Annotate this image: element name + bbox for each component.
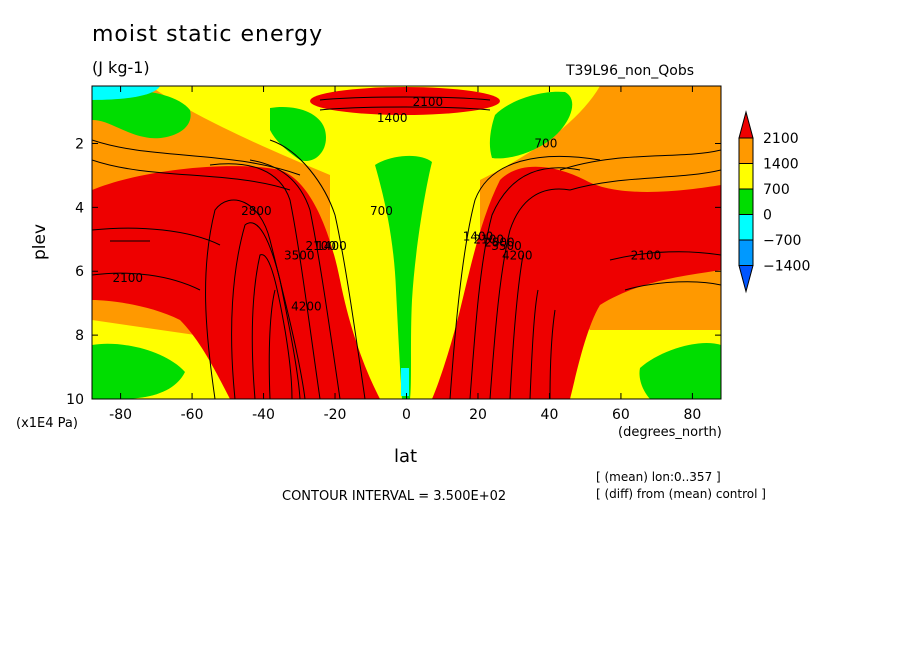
x-tick-label: 20 <box>469 407 487 423</box>
y-tick-label: 4 <box>75 200 84 216</box>
colorbar-swatch <box>738 188 754 215</box>
colorbar-label: 2100 <box>763 131 799 147</box>
contour-label: 2100 <box>631 248 662 262</box>
x-tick-label: 0 <box>402 407 411 423</box>
contour-label: 1400 <box>377 111 408 125</box>
contour-label: 4200 <box>502 248 533 262</box>
run-name: T39L96_non_Qobs <box>566 63 695 79</box>
colorbar: 2100 1400 700 0 −700 −1400 <box>738 110 810 294</box>
colorbar-max-arrow <box>738 110 754 139</box>
x-tick-label: 80 <box>683 407 701 423</box>
colorbar-swatch <box>738 163 754 190</box>
x-tick-label: -20 <box>324 407 347 423</box>
colorbar-label: 700 <box>763 182 790 198</box>
contour-label: 700 <box>370 204 393 218</box>
contour-label: 2800 <box>484 236 515 250</box>
x-tick-label: 60 <box>612 407 630 423</box>
colorbar-label: 0 <box>763 208 772 224</box>
contour-label: 2800 <box>241 204 272 218</box>
y-axis-units: (x1E4 Pa) <box>16 416 78 431</box>
x-axis-label: lat <box>394 446 418 467</box>
colorbar-label: 1400 <box>763 157 799 173</box>
contour-label: 1400 <box>463 229 494 243</box>
y-tick-label: 6 <box>75 264 84 280</box>
x-axis-units: (degrees_north) <box>618 425 722 440</box>
contour-label: 1400 <box>316 239 347 253</box>
chart-title: moist static energy <box>92 22 324 47</box>
contour-fill <box>92 86 721 399</box>
x-tick-label: -40 <box>252 407 275 423</box>
contour-interval: CONTOUR INTERVAL = 3.500E+02 <box>282 489 507 504</box>
y-tick-label: 8 <box>75 328 84 344</box>
x-tick-label: -60 <box>181 407 204 423</box>
colorbar-swatch <box>738 137 754 164</box>
contour-label: 700 <box>534 137 557 151</box>
contour-labels: 2100140070070028001400210035004200140021… <box>112 95 662 314</box>
contour-label: 2100 <box>112 271 143 285</box>
contour-label: 3500 <box>284 248 315 262</box>
contour-label: 2100 <box>305 239 336 253</box>
contour-label: 3500 <box>491 239 522 253</box>
colorbar-min-arrow <box>738 265 754 294</box>
y-axis: 2 4 6 8 10 <box>66 136 721 408</box>
y-tick-label: 2 <box>75 136 84 152</box>
colorbar-label: −1400 <box>763 259 810 275</box>
mean-note: [ (mean) lon:0..357 ] <box>596 470 721 484</box>
colorbar-label: −700 <box>763 233 801 249</box>
contour-label: 4200 <box>291 300 322 314</box>
contour-label: 2100 <box>473 233 504 247</box>
y-tick-label: 10 <box>66 392 84 408</box>
colorbar-swatch <box>738 239 754 266</box>
x-axis: -80 -60 -40 -20 0 20 40 60 80 <box>109 86 701 423</box>
colorbar-swatch <box>738 214 754 241</box>
diff-note: [ (diff) from (mean) control ] <box>596 487 766 501</box>
x-tick-label: -80 <box>109 407 132 423</box>
chart-units: (J kg-1) <box>92 58 150 77</box>
contour-label: 2100 <box>413 95 444 109</box>
x-tick-label: 40 <box>541 407 559 423</box>
